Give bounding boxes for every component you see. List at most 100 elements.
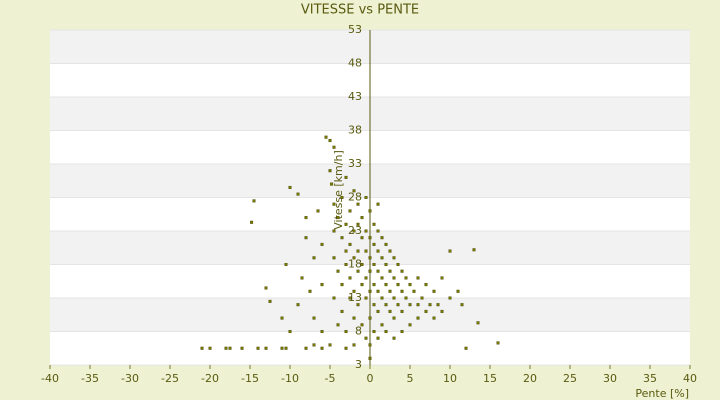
point — [388, 289, 392, 293]
chart-title: VITESSE vs PENTE — [301, 3, 419, 18]
point — [288, 330, 292, 334]
point — [416, 316, 420, 320]
point — [392, 316, 396, 320]
point — [376, 249, 380, 253]
point — [312, 256, 316, 260]
point — [456, 289, 460, 293]
point — [316, 209, 320, 213]
point — [472, 248, 476, 252]
x-axis-label: Pente [%] — [635, 387, 689, 400]
point — [340, 283, 344, 287]
point — [408, 303, 412, 307]
point — [356, 303, 360, 307]
point — [320, 330, 324, 334]
point — [352, 316, 356, 320]
point — [496, 341, 500, 345]
point — [340, 309, 344, 313]
point — [372, 330, 376, 334]
point — [344, 175, 348, 179]
point — [330, 182, 334, 186]
point — [440, 276, 444, 280]
point — [300, 276, 304, 280]
y-tick-label: 38 — [348, 124, 362, 137]
point — [388, 309, 392, 313]
point — [344, 222, 348, 226]
y-tick-label: 18 — [348, 258, 362, 271]
x-tick-label: -20 — [201, 372, 219, 385]
point — [320, 242, 324, 246]
point — [380, 296, 384, 300]
point — [368, 269, 372, 273]
point — [332, 145, 336, 149]
point — [384, 330, 388, 334]
x-tick-label: 20 — [523, 372, 537, 385]
point — [320, 283, 324, 287]
point — [280, 346, 284, 350]
x-tick-label: -10 — [281, 372, 299, 385]
point — [224, 346, 228, 350]
point — [352, 189, 356, 193]
point — [352, 229, 356, 233]
point — [288, 185, 292, 189]
point — [400, 289, 404, 293]
point — [352, 289, 356, 293]
point — [348, 276, 352, 280]
point — [376, 289, 380, 293]
point — [376, 229, 380, 233]
point — [396, 303, 400, 307]
point — [368, 316, 372, 320]
point — [380, 236, 384, 240]
x-tick-label: -15 — [241, 372, 259, 385]
point — [408, 323, 412, 327]
point — [256, 346, 260, 350]
point — [324, 135, 328, 139]
point — [396, 263, 400, 267]
point — [396, 283, 400, 287]
point — [432, 316, 436, 320]
point — [328, 169, 332, 173]
x-tick-label: 30 — [603, 372, 617, 385]
point — [420, 296, 424, 300]
point — [384, 263, 388, 267]
point — [364, 336, 368, 340]
point — [296, 192, 300, 196]
point — [392, 336, 396, 340]
point — [384, 303, 388, 307]
x-tick-label: 5 — [407, 372, 414, 385]
point — [416, 303, 420, 307]
point — [416, 276, 420, 280]
point — [356, 202, 360, 206]
point — [336, 216, 340, 220]
point — [344, 330, 348, 334]
point — [344, 263, 348, 267]
point — [372, 222, 376, 226]
point — [200, 346, 204, 350]
point — [348, 296, 352, 300]
point — [312, 343, 316, 347]
point — [424, 309, 428, 313]
point — [368, 236, 372, 240]
point — [352, 343, 356, 347]
point — [368, 256, 372, 260]
point — [280, 316, 284, 320]
point — [372, 303, 376, 307]
y-tick-label: 48 — [348, 57, 362, 70]
point — [460, 303, 464, 307]
x-tick-label: -35 — [81, 372, 99, 385]
point — [252, 199, 256, 203]
point — [332, 256, 336, 260]
y-tick-label: 33 — [348, 157, 362, 170]
point — [464, 346, 468, 350]
point — [320, 346, 324, 350]
point — [332, 229, 336, 233]
point — [336, 269, 340, 273]
point — [250, 220, 254, 224]
point — [376, 336, 380, 340]
point — [448, 249, 452, 253]
y-axis-label: Vitesse [km/h] — [332, 150, 345, 230]
point — [388, 249, 392, 253]
point — [360, 263, 364, 267]
x-tick-label: 35 — [643, 372, 657, 385]
point — [304, 216, 308, 220]
